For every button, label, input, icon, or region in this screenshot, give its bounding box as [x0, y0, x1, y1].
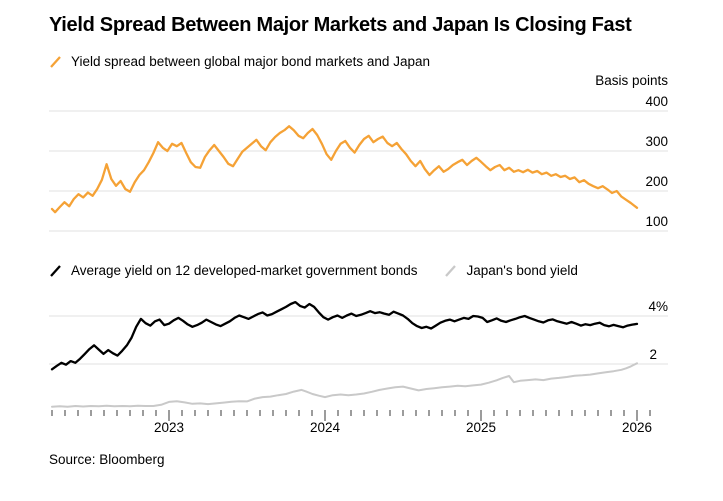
spread-legend: Yield spread between global major bond m… [48, 54, 430, 70]
yields-legend: Average yield on 12 developed-market gov… [48, 263, 578, 279]
spread-legend-item: Yield spread between global major bond m… [48, 54, 430, 70]
xtick-label: 2024 [310, 420, 341, 435]
dm-average-yield-line [50, 300, 639, 371]
black-slash-icon [50, 265, 61, 277]
spread-ytick-label: 200 [645, 174, 668, 189]
japan-yield-legend-label: Japan's bond yield [466, 263, 578, 278]
xtick-label: 2025 [466, 420, 496, 435]
spread-legend-label: Yield spread between global major bond m… [71, 54, 430, 69]
japan-yield-legend-item: Japan's bond yield [443, 263, 578, 279]
spread-ytick-label: 400 [645, 94, 668, 109]
y-axis-unit-label: Basis points [595, 73, 668, 88]
yields-ytick-label: 4% [648, 299, 668, 314]
spread-ytick-label: 300 [645, 134, 668, 149]
chart-title: Yield Spread Between Major Markets and J… [49, 14, 632, 36]
yields-ytick-label: 2 [649, 347, 657, 362]
dm-average-yield-legend-item: Average yield on 12 developed-market gov… [48, 263, 417, 279]
spread-ytick-label: 100 [645, 214, 668, 229]
gray-slash-icon [445, 265, 457, 277]
xtick-label: 2026 [622, 420, 652, 435]
xtick-label: 2023 [154, 420, 184, 435]
spread-line [50, 125, 639, 214]
orange-slash-icon [50, 56, 61, 68]
dm-average-yield-legend-label: Average yield on 12 developed-market gov… [71, 263, 418, 278]
japan-yield-line [51, 362, 638, 408]
source-label: Source: Bloomberg [49, 452, 165, 467]
